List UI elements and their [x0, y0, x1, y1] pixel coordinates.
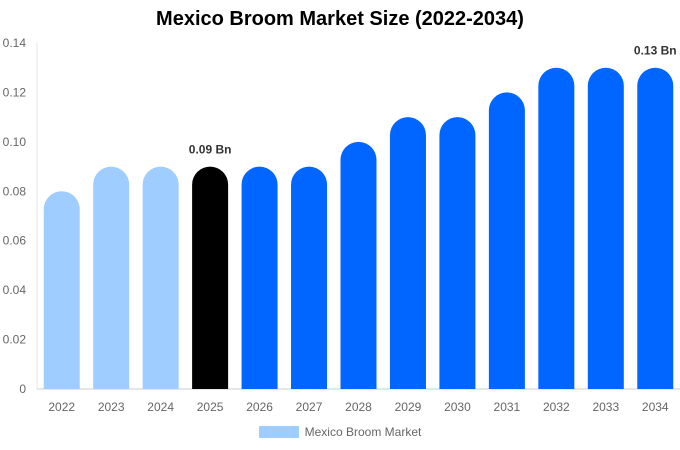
legend-label: Mexico Broom Market — [304, 425, 422, 439]
bar-2031 — [488, 92, 525, 389]
chart-title: Mexico Broom Market Size (2022-2034) — [156, 8, 524, 30]
bar-2030 — [439, 117, 476, 389]
y-tick-label: 0.04 — [3, 283, 27, 297]
bar-2033 — [587, 67, 624, 389]
legend[interactable]: Mexico Broom Market — [0, 425, 680, 439]
y-tick-label: 0.12 — [3, 85, 27, 99]
legend-swatch — [258, 426, 299, 438]
x-tick-label: 2027 — [296, 400, 323, 414]
x-tick-label: 2031 — [494, 400, 521, 414]
x-tick-label: 2029 — [395, 400, 422, 414]
bar-2022 — [43, 191, 80, 389]
bar-2027 — [291, 166, 328, 389]
x-tick-label: 2025 — [197, 400, 224, 414]
y-tick-label: 0.10 — [3, 135, 27, 149]
x-tick-label: 2022 — [48, 400, 75, 414]
bar-2032 — [538, 67, 575, 389]
x-tick-label: 2026 — [246, 400, 273, 414]
y-tick-label: 0 — [19, 382, 26, 396]
x-tick-label: 2032 — [543, 400, 570, 414]
bar-2029 — [389, 117, 426, 389]
x-tick-label: 2033 — [592, 400, 619, 414]
x-tick-label: 2024 — [147, 400, 174, 414]
x-tick-label: 2028 — [345, 400, 372, 414]
y-tick-label: 0.14 — [3, 36, 27, 50]
bar-2025 — [192, 166, 229, 389]
data-label-2034: 0.13 Bn — [634, 44, 677, 58]
bar-2028 — [340, 141, 377, 389]
y-tick-label: 0.02 — [3, 333, 27, 347]
bar-2023 — [93, 166, 130, 389]
bar-2024 — [142, 166, 179, 389]
x-tick-label: 2023 — [98, 400, 125, 414]
data-label-2025: 0.09 Bn — [189, 143, 232, 157]
y-tick-label: 0.06 — [3, 234, 27, 248]
bar-2026 — [241, 166, 278, 389]
x-tick-label: 2034 — [642, 400, 669, 414]
x-tick-label: 2030 — [444, 400, 471, 414]
y-tick-label: 0.08 — [3, 184, 27, 198]
bar-2034 — [637, 67, 674, 389]
